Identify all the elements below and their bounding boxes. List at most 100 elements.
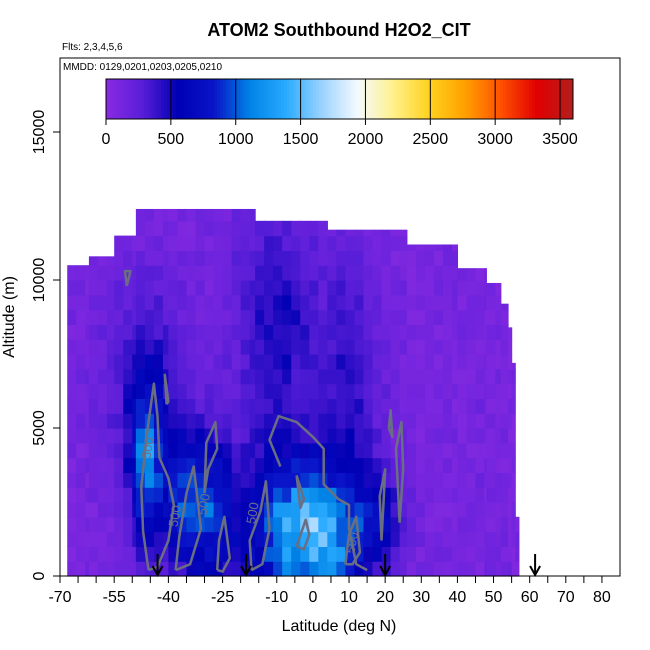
field-cell xyxy=(466,280,477,296)
colorbar-swatch xyxy=(535,79,539,119)
field-cell xyxy=(240,294,251,311)
field-cell xyxy=(406,244,417,251)
field-cell xyxy=(345,561,356,577)
field-cell xyxy=(88,294,99,311)
field-cell xyxy=(213,516,224,533)
field-cell xyxy=(195,354,206,370)
field-cell xyxy=(264,250,274,266)
colorbar-swatch xyxy=(135,79,139,119)
field-cell xyxy=(195,442,206,459)
field-cell xyxy=(457,516,468,533)
field-cell xyxy=(415,546,426,562)
field-cell xyxy=(255,487,265,503)
field-cell xyxy=(508,561,513,577)
field-cell xyxy=(381,339,392,355)
field-cell xyxy=(123,516,133,533)
field-cell xyxy=(291,383,301,399)
field-cell xyxy=(327,413,337,429)
field-cell xyxy=(153,220,164,237)
field-cell xyxy=(177,294,188,311)
field-cell xyxy=(354,487,365,503)
field-cell xyxy=(168,309,179,325)
field-cell xyxy=(231,457,242,473)
field-cell xyxy=(318,235,328,251)
field-cell xyxy=(291,339,301,355)
field-cell xyxy=(500,457,509,473)
field-cell xyxy=(186,294,197,311)
colorbar-swatch xyxy=(523,79,527,119)
field-cell xyxy=(231,398,242,414)
colorbar-swatch xyxy=(272,79,276,119)
field-cell xyxy=(466,457,477,473)
flights-note: Flts: 2,3,4,5,6 xyxy=(62,42,123,53)
field-cell xyxy=(475,472,486,488)
field-cell xyxy=(363,398,374,414)
colorbar-swatch xyxy=(567,79,571,119)
field-cell xyxy=(508,327,513,340)
field-cell xyxy=(255,383,265,399)
field-cell xyxy=(390,413,401,429)
contour-line xyxy=(215,515,232,573)
field-cell xyxy=(511,383,516,399)
field-cell xyxy=(300,398,310,414)
field-cell xyxy=(231,502,242,518)
field-cell xyxy=(457,413,468,429)
field-cell xyxy=(381,250,392,266)
field-cell xyxy=(452,265,459,281)
field-cell xyxy=(204,220,215,237)
field-cell xyxy=(318,294,328,311)
field-cell xyxy=(249,208,256,222)
field-cell xyxy=(318,428,328,444)
field-cell xyxy=(354,324,365,340)
field-cell xyxy=(135,428,146,444)
field-cell xyxy=(318,324,328,340)
field-cell xyxy=(372,457,383,473)
contour-line xyxy=(344,515,362,566)
field-cell xyxy=(327,324,337,340)
field-cell xyxy=(424,546,435,562)
field-cell xyxy=(144,294,155,311)
field-cell xyxy=(291,457,301,473)
field-cell xyxy=(457,309,468,325)
field-cell xyxy=(486,339,496,355)
colorbar-swatch xyxy=(196,79,200,119)
y-tick-label: 5000 xyxy=(31,410,48,446)
field-cell xyxy=(309,265,319,281)
field-cell xyxy=(106,531,115,547)
field-cell xyxy=(309,487,319,503)
field-cell xyxy=(135,531,146,547)
field-cell xyxy=(372,324,383,340)
field-cell xyxy=(123,398,133,414)
field-cell xyxy=(433,428,444,444)
field-cell xyxy=(67,472,77,488)
field-cell xyxy=(442,244,453,251)
field-cell xyxy=(452,561,459,577)
field-cell xyxy=(213,235,224,251)
field-cell xyxy=(106,428,115,444)
field-cell xyxy=(162,546,169,562)
field-cell xyxy=(195,250,206,266)
field-cell xyxy=(67,339,77,355)
field-cell xyxy=(264,413,274,429)
field-cell xyxy=(318,531,328,547)
field-cell xyxy=(406,472,417,488)
colorbar-swatch xyxy=(546,79,551,119)
contour-label: 500 xyxy=(343,531,362,555)
field-cell xyxy=(162,428,169,444)
field-cell xyxy=(135,472,146,488)
field-cell xyxy=(452,502,459,518)
field-cell xyxy=(336,502,347,518)
field-cell xyxy=(114,294,124,311)
colorbar-swatch xyxy=(202,79,206,119)
contour-line xyxy=(295,475,306,510)
field-cell xyxy=(177,442,188,459)
colorbar-swatch xyxy=(126,79,130,119)
colorbar-swatch xyxy=(459,79,463,119)
field-cell xyxy=(406,516,417,533)
field-cell xyxy=(415,457,426,473)
field-cell xyxy=(177,428,188,444)
field-cell xyxy=(76,442,86,459)
field-cell xyxy=(85,516,90,533)
field-cell xyxy=(399,368,408,385)
field-cell xyxy=(363,250,374,266)
